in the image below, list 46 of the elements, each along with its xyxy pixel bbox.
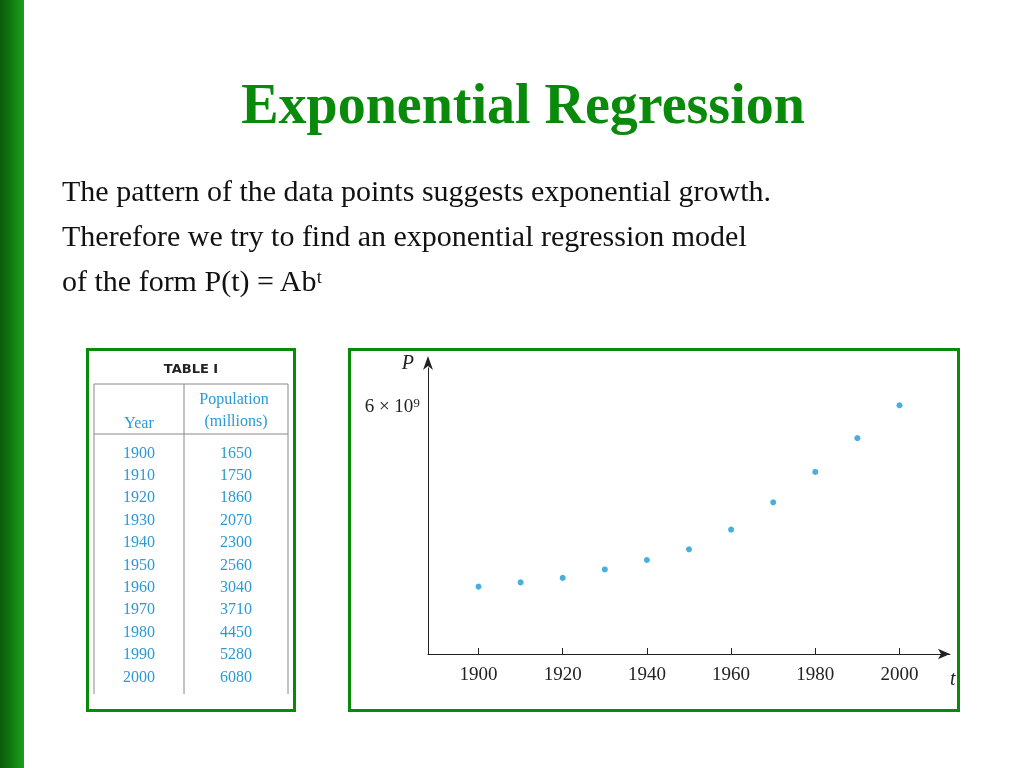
point	[812, 468, 819, 475]
text: Year	[124, 413, 155, 431]
text: 1900	[123, 443, 155, 461]
text: 1970	[123, 600, 155, 618]
point	[728, 526, 735, 533]
x-axis-title: t	[950, 667, 956, 689]
point	[475, 583, 482, 590]
text: 5280	[220, 645, 252, 663]
point	[854, 435, 861, 442]
text: 1750	[220, 465, 252, 483]
text: 2300	[220, 533, 252, 551]
text: 1950	[123, 555, 155, 573]
text: 1910	[123, 465, 155, 483]
chart-title: Exponential Regression	[240, 72, 806, 136]
text: TABLE I	[163, 360, 219, 376]
point	[601, 566, 608, 573]
x-tick-label: 1960	[712, 663, 751, 684]
point	[517, 579, 524, 586]
x-tick-label: 1900	[459, 663, 498, 684]
point	[559, 574, 566, 581]
text: 1930	[123, 510, 155, 528]
text: Population (millions)	[199, 389, 273, 430]
text: 2560	[220, 555, 252, 573]
text: 1980	[123, 622, 155, 640]
text: 6 × 10⁹	[364, 394, 421, 416]
text: 2070	[220, 510, 252, 528]
text: 4450	[220, 622, 252, 640]
text: 1990	[123, 645, 155, 663]
y-axis-title: P	[400, 351, 414, 373]
point	[686, 546, 692, 553]
point	[770, 499, 777, 506]
point	[896, 402, 903, 409]
point	[643, 556, 650, 563]
text: 1920	[123, 488, 155, 506]
text: 1650	[220, 443, 252, 461]
text: 1860	[220, 488, 252, 506]
x-tick-label: 1940	[627, 663, 666, 684]
chart-subtitle: The pattern of the data points suggests exponential growth. Therefore we try to find an exponential regression model of the form P(t) = Abᵗ	[62, 173, 772, 299]
text: 6080	[220, 667, 252, 685]
text: 1960	[123, 577, 155, 595]
text: 3710	[220, 600, 252, 618]
text: 1940	[123, 533, 155, 551]
x-tick-label: 1980	[796, 663, 835, 684]
text: 3040	[220, 577, 252, 595]
x-tick-label: 2000	[880, 663, 919, 684]
x-tick-label: 1920	[543, 663, 582, 684]
